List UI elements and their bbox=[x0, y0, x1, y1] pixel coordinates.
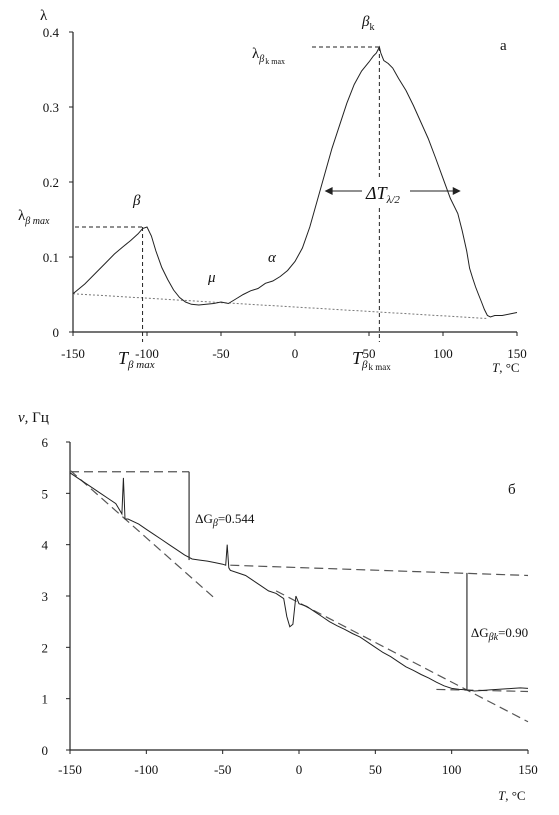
x-axis-label-unit: , °C bbox=[499, 360, 519, 375]
T-beta-k-max-sub: β bbox=[361, 359, 368, 371]
y-axis-label-unit: , Гц bbox=[25, 410, 49, 426]
y-tick-label: 5 bbox=[42, 486, 49, 501]
y-tick-label: 0 bbox=[42, 743, 49, 758]
lambda-beta-k-max-label: λβk max bbox=[252, 46, 285, 66]
delta-G-beta-value: =0.544 bbox=[218, 511, 255, 526]
x-tick-label: 100 bbox=[433, 346, 453, 361]
trend-line bbox=[230, 564, 529, 577]
x-tick-label: -50 bbox=[214, 762, 231, 777]
y-tick-label: 4 bbox=[42, 538, 49, 553]
x-tick-label: -150 bbox=[58, 762, 82, 777]
delta-T-main: ΔT bbox=[365, 183, 389, 203]
x-tick-label: 100 bbox=[442, 762, 462, 777]
y-tick-label: 1 bbox=[42, 692, 49, 707]
y-tick-label: 6 bbox=[42, 435, 49, 450]
lambda-beta-k-max-main: λ bbox=[252, 46, 260, 62]
x-axis-label: T, °C bbox=[492, 360, 520, 375]
baseline-line bbox=[72, 293, 488, 319]
panel-label: а bbox=[500, 38, 507, 54]
T-beta-k-max-label: Tβk max bbox=[352, 348, 391, 372]
delta-G-beta-sub: β bbox=[212, 518, 218, 529]
x-axis-label-var: T bbox=[498, 788, 506, 803]
lambda-beta-k-max-sub: β bbox=[258, 54, 264, 65]
T-beta-max-label: Tβ max bbox=[118, 348, 155, 371]
x-tick-label: 0 bbox=[292, 346, 299, 361]
delta-G-beta-k-main: ΔG bbox=[471, 625, 489, 640]
half-width-label-bg bbox=[362, 177, 410, 205]
y-axis-label: ν, Гц bbox=[18, 410, 49, 426]
x-tick-label: 0 bbox=[296, 762, 303, 777]
damping-curve bbox=[72, 45, 518, 318]
T-beta-max-sub: β max bbox=[127, 359, 155, 371]
delta-T-sub: λ/2 bbox=[386, 194, 401, 206]
T-beta-k-max-subsub: k max bbox=[369, 362, 392, 372]
trend-line bbox=[69, 469, 216, 600]
x-tick-label: 50 bbox=[369, 762, 382, 777]
frequency-curve bbox=[69, 472, 529, 692]
y-axis-label: λ bbox=[40, 8, 48, 24]
x-tick-label: -150 bbox=[61, 346, 85, 361]
beta-k-peak-label: βk bbox=[361, 14, 374, 33]
panel-label: б bbox=[508, 482, 516, 498]
x-tick-label: -100 bbox=[134, 762, 158, 777]
y-tick-label: 0.3 bbox=[43, 100, 59, 115]
delta-G-beta-k-label: ΔGβk=0.90 bbox=[471, 625, 528, 643]
lambda-beta-k-max-subsub: k max bbox=[265, 57, 285, 66]
delta-G-beta-label: ΔGβ=0.544 bbox=[195, 511, 255, 529]
beta-k-main: β bbox=[361, 14, 370, 30]
lambda-beta-max-sub: β max bbox=[24, 216, 50, 227]
delta-G-beta-main: ΔG bbox=[195, 511, 213, 526]
x-tick-label: -100 bbox=[135, 346, 159, 361]
delta-G-beta-k-value: =0.90 bbox=[498, 625, 528, 640]
y-tick-label: 0.2 bbox=[43, 175, 59, 190]
delta-T-label: ΔTλ/2 bbox=[365, 183, 400, 206]
beta-peak-label: β bbox=[132, 193, 141, 209]
T-beta-k-max-main: T bbox=[352, 348, 364, 368]
y-tick-label: 2 bbox=[42, 640, 49, 655]
y-tick-label: 0.1 bbox=[43, 250, 59, 265]
trend-line bbox=[275, 590, 529, 723]
lambda-beta-max-main: λ bbox=[18, 208, 26, 224]
y-tick-label: 0.4 bbox=[43, 25, 60, 40]
delta-G-beta-k-sub: βk bbox=[488, 632, 499, 643]
x-tick-label: 150 bbox=[518, 762, 538, 777]
beta-k-sub: k bbox=[369, 22, 374, 33]
y-tick-label: 3 bbox=[42, 589, 49, 604]
x-tick-label: 150 bbox=[507, 346, 527, 361]
y-tick-label: 0 bbox=[53, 325, 60, 340]
x-tick-label: -50 bbox=[212, 346, 229, 361]
x-axis-label-var: T bbox=[492, 360, 500, 375]
y-axis-label-var: ν bbox=[18, 410, 25, 426]
half-width-arrow-left bbox=[324, 187, 333, 195]
T-beta-max-main: T bbox=[118, 348, 130, 368]
mu-label: μ bbox=[207, 270, 216, 286]
x-tick-label: 50 bbox=[363, 346, 376, 361]
x-axis-label-unit: , °C bbox=[505, 788, 525, 803]
lambda-beta-max-label: λβ max bbox=[18, 208, 50, 227]
chart-panel-b: -150 -100 -50 0 50 100 150 0 1 2 3 4 5 6 ν, Гц T, °C б ΔG… bbox=[18, 410, 538, 803]
half-width-arrow-right bbox=[452, 187, 461, 195]
alpha-label: α bbox=[268, 250, 277, 266]
x-axis-label: T, °C bbox=[498, 788, 526, 803]
